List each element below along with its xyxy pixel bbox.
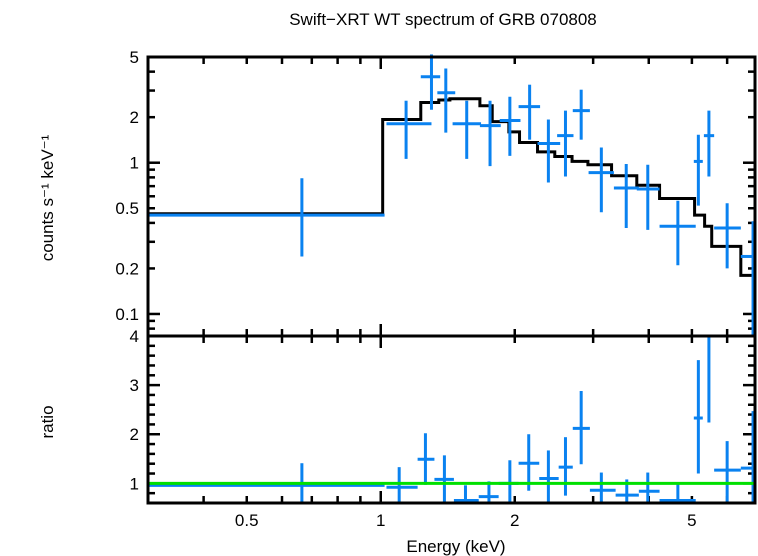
ratio-y-tick-label: 4 [130, 327, 139, 346]
x-tick-label: 0.5 [235, 511, 259, 530]
spectrum-y-tick-label: 0.1 [115, 305, 139, 324]
ratio-panel: 4 3 2 1 0.5 1 2 5 [130, 327, 757, 530]
ratio-point [478, 481, 499, 503]
data-point [452, 100, 482, 159]
ratio-point [572, 391, 590, 465]
spectrum-y-tick-label: 2 [130, 108, 139, 127]
x-tick-label: 2 [510, 511, 519, 530]
spectrum-y-tick-label: 1 [130, 154, 139, 173]
ratio-point [714, 441, 741, 503]
ratio-point [659, 484, 696, 503]
y-axis-title-ratio: ratio [38, 405, 57, 438]
data-point [703, 110, 715, 177]
data-point [693, 134, 703, 206]
data-point [420, 54, 441, 110]
data-point [499, 96, 521, 156]
data-point [479, 100, 501, 167]
data-point [636, 164, 660, 230]
data-point [557, 110, 574, 177]
ratio-point [453, 485, 479, 503]
ratio-point [638, 472, 660, 503]
ratio-point [740, 411, 755, 503]
data-point [588, 147, 614, 213]
ratio-point [434, 455, 454, 503]
ratio-point [589, 472, 616, 503]
spectrum-y-tick-label: 0.5 [115, 199, 139, 218]
data-point [437, 68, 456, 133]
ratio-point [417, 433, 435, 485]
ratio-frame [146, 334, 757, 505]
data-point [714, 203, 741, 269]
ratio-point [693, 360, 703, 474]
x-axis-title: Energy (keV) [406, 537, 505, 556]
x-tick-label: 5 [687, 511, 696, 530]
data-point [740, 221, 755, 336]
ratio-y-tick-label: 2 [130, 425, 139, 444]
chart-title: Swift−XRT WT spectrum of GRB 070808 [289, 10, 597, 29]
ratio-y-tick-label: 3 [130, 376, 139, 395]
y-axis-title-spectrum: counts s⁻¹ keV⁻¹ [38, 134, 57, 261]
ratio-y-tick-label: 1 [130, 474, 139, 493]
ratio-point [386, 467, 418, 503]
data-point [537, 119, 561, 183]
data-point [386, 100, 432, 159]
data-point [148, 178, 385, 257]
x-tick-label: 1 [376, 511, 385, 530]
data-point [613, 164, 639, 229]
model-line [148, 97, 755, 277]
spectrum-panel: 5 2 1 0.5 0.2 0.1 [115, 48, 757, 338]
spectrum-y-tick-label: 5 [130, 48, 139, 67]
spectrum-y-tick-label: 0.2 [115, 259, 139, 278]
ratio-point [518, 434, 540, 491]
data-point [659, 200, 696, 266]
data-point [518, 84, 541, 140]
ratio-point [539, 450, 559, 503]
ratio-point [558, 437, 573, 496]
ratio-point [703, 334, 715, 423]
data-point [572, 89, 590, 140]
